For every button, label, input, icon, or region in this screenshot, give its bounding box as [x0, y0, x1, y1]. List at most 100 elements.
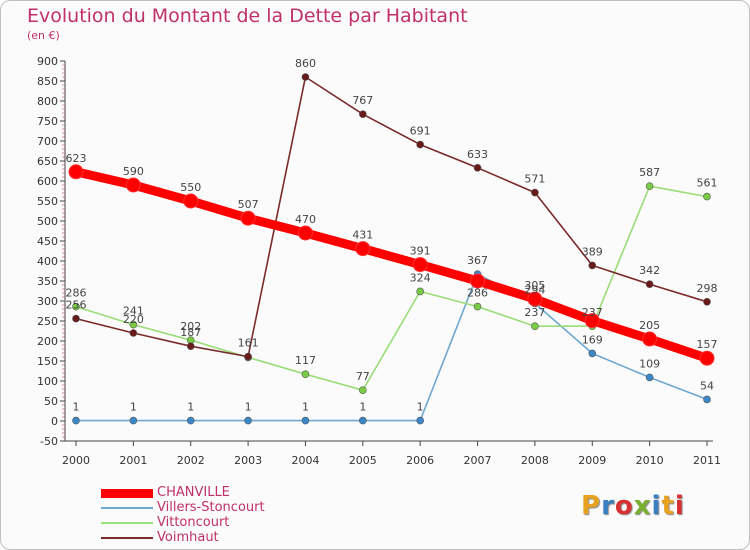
- data-label-voimhaut: 389: [582, 245, 603, 258]
- data-label-vittoncourt: 237: [524, 306, 545, 319]
- data-point-villers-stoncourt: [359, 416, 367, 425]
- data-label-chanville: 590: [123, 165, 144, 178]
- data-label-vittoncourt: 77: [356, 370, 370, 383]
- data-label-villers-stoncourt: 367: [467, 254, 488, 267]
- data-label-voimhaut: 220: [123, 313, 144, 326]
- data-label-vittoncourt: 587: [639, 166, 660, 179]
- data-label-chanville: 157: [697, 338, 718, 351]
- data-label-chanville: 305: [524, 279, 545, 292]
- y-tick-label: 500: [37, 215, 58, 228]
- data-point-vittoncourt: [301, 370, 310, 379]
- x-tick-label: 2005: [349, 454, 377, 467]
- y-tick-label: 750: [37, 115, 58, 128]
- data-point-villers-stoncourt: [588, 349, 597, 358]
- data-label-vittoncourt: 117: [295, 354, 316, 367]
- data-point-villers-stoncourt: [244, 416, 252, 425]
- data-label-voimhaut: 187: [180, 326, 201, 339]
- data-point-voimhaut: [531, 188, 539, 197]
- y-tick-label: 700: [37, 135, 58, 148]
- data-point-villers-stoncourt: [186, 416, 195, 425]
- data-point-vittoncourt: [645, 182, 654, 190]
- data-label-vittoncourt: 286: [66, 287, 87, 300]
- x-tick-label: 2011: [693, 454, 721, 467]
- data-label-voimhaut: 860: [295, 57, 316, 70]
- logo-letter: t: [661, 491, 675, 521]
- data-label-chanville: 550: [180, 181, 201, 194]
- data-point-chanville: [355, 241, 371, 257]
- y-tick-label: 250: [37, 315, 58, 328]
- y-tick-label: 50: [44, 395, 58, 408]
- data-label-vittoncourt: 241: [123, 305, 144, 318]
- data-point-voimhaut: [359, 110, 367, 118]
- x-tick-label: 2009: [578, 454, 606, 467]
- y-tick-label: 0: [51, 415, 58, 428]
- data-label-voimhaut: 298: [697, 282, 718, 295]
- data-point-voimhaut: [244, 352, 252, 361]
- series-line-vittoncourt: [75, 185, 708, 392]
- legend-label: Villers-Stoncourt: [157, 500, 265, 515]
- legend-label: Vittoncourt: [157, 515, 230, 530]
- chart-subtitle: (en €): [27, 29, 60, 42]
- data-point-voimhaut: [588, 261, 597, 270]
- legend-swatch: [101, 507, 153, 509]
- data-point-vittoncourt: [531, 322, 539, 331]
- logo-letter: r: [601, 491, 615, 521]
- x-tick-label: 2008: [521, 454, 549, 467]
- x-tick-label: 2004: [291, 454, 319, 467]
- logo-letter: i: [651, 491, 662, 521]
- data-point-vittoncourt: [72, 302, 80, 311]
- data-point-vittoncourt: [416, 287, 424, 296]
- y-tick-label: 450: [37, 235, 58, 248]
- data-point-chanville: [412, 257, 428, 273]
- data-label-villers-stoncourt: 1: [73, 401, 80, 414]
- y-tick-label: 900: [37, 55, 58, 68]
- data-label-villers-stoncourt: 109: [639, 357, 660, 370]
- y-tick-label: 300: [37, 295, 58, 308]
- y-tick-label: 850: [37, 75, 58, 88]
- data-point-voimhaut: [645, 280, 654, 289]
- data-point-chanville: [584, 313, 600, 329]
- data-label-chanville: 205: [639, 319, 660, 332]
- data-label-chanville: 623: [66, 152, 87, 165]
- data-point-voimhaut: [473, 164, 482, 172]
- chart-title: Evolution du Montant de la Dette par Hab…: [27, 5, 468, 27]
- data-point-chanville: [470, 273, 486, 289]
- data-point-voimhaut: [129, 329, 138, 337]
- logo-letter: i: [674, 491, 685, 521]
- data-label-villers-stoncourt: 294: [524, 283, 545, 296]
- data-point-voimhaut: [703, 297, 711, 306]
- logo-letter: o: [614, 491, 634, 521]
- y-tick-label: 350: [37, 275, 58, 288]
- data-label-villers-stoncourt: 1: [359, 401, 366, 414]
- x-tick-label: 2007: [464, 454, 492, 467]
- data-label-villers-stoncourt: 1: [130, 401, 137, 414]
- data-label-chanville: 391: [410, 245, 431, 258]
- x-tick-label: 2006: [406, 454, 434, 467]
- y-tick-label: 650: [37, 155, 58, 168]
- data-point-voimhaut: [301, 73, 310, 81]
- data-label-villers-stoncourt: 1: [245, 401, 252, 414]
- data-point-vittoncourt: [129, 320, 138, 329]
- y-tick-label: 550: [37, 195, 58, 208]
- data-point-vittoncourt: [473, 302, 482, 311]
- data-point-villers-stoncourt: [416, 416, 424, 425]
- data-point-chanville: [699, 350, 715, 366]
- data-label-voimhaut: 256: [66, 299, 87, 312]
- series-line-villers-stoncourt: [75, 273, 708, 422]
- series-layer: [68, 73, 715, 425]
- data-point-vittoncourt: [703, 192, 711, 201]
- data-label-vittoncourt: 202: [180, 320, 201, 333]
- data-label-villers-stoncourt: 1: [187, 401, 194, 414]
- data-point-chanville: [68, 164, 84, 180]
- data-label-chanville: 431: [352, 229, 373, 242]
- series-line-voimhaut: [75, 76, 708, 358]
- data-point-voimhaut: [416, 140, 424, 149]
- y-tick-label: 100: [37, 375, 58, 388]
- data-label-voimhaut: 691: [410, 125, 431, 138]
- x-tick-label: 2010: [636, 454, 664, 467]
- data-point-voimhaut: [186, 342, 195, 351]
- data-point-villers-stoncourt: [703, 395, 711, 404]
- data-point-chanville: [125, 177, 141, 193]
